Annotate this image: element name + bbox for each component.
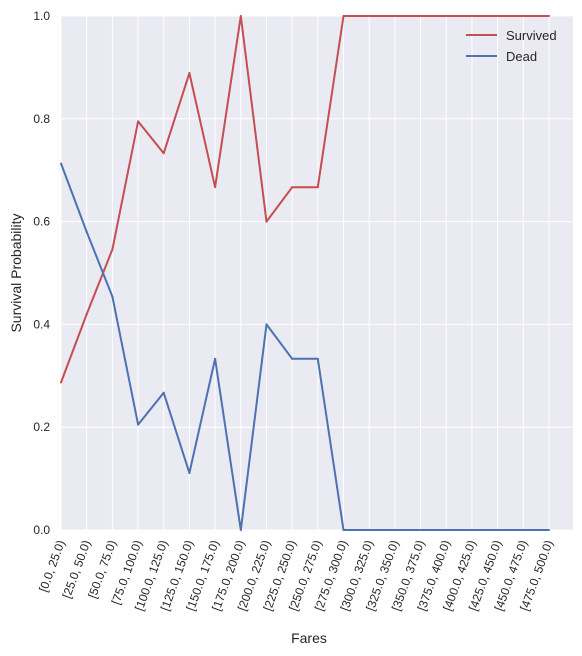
data-point-survived: [265, 220, 268, 223]
y-tick-label: 0.4: [33, 317, 50, 331]
x-tick-labels: [0.0, 25.0)[25.0, 50.0)[50.0, 75.0)[75.0…: [36, 538, 556, 612]
data-point-survived: [342, 15, 345, 17]
y-tick-label: 1.0: [33, 9, 50, 23]
y-tick-label: 0.6: [33, 215, 50, 229]
data-point-survived: [291, 186, 294, 189]
data-point-dead: [496, 529, 499, 531]
data-point-survived: [162, 152, 165, 155]
data-point-survived: [85, 313, 88, 316]
y-tick-label: 0.0: [33, 523, 50, 537]
y-axis-title: Survival Probability: [8, 213, 24, 332]
data-point-survived: [393, 15, 396, 17]
data-point-survived: [368, 15, 371, 17]
x-axis-title: Fares: [291, 630, 327, 646]
data-point-survived: [445, 15, 448, 17]
legend-label-dead: Dead: [506, 49, 537, 64]
data-point-dead: [419, 529, 422, 531]
data-point-dead: [85, 230, 88, 233]
data-point-survived: [548, 15, 550, 17]
data-point-dead: [291, 357, 294, 360]
data-point-dead: [188, 471, 191, 474]
data-point-survived: [137, 120, 140, 123]
data-point-dead: [470, 529, 473, 531]
data-point-dead: [342, 529, 345, 531]
data-point-survived: [214, 186, 217, 189]
data-point-dead: [239, 529, 242, 531]
data-point-survived: [239, 15, 242, 17]
data-point-survived: [522, 15, 525, 17]
data-point-dead: [368, 529, 371, 531]
series-line-dead: [60, 163, 549, 531]
data-point-dead: [162, 391, 165, 394]
data-point-survived: [496, 15, 499, 17]
data-point-dead: [548, 529, 550, 531]
data-point-survived: [316, 186, 319, 189]
data-point-survived: [419, 15, 422, 17]
legend-label-survived: Survived: [506, 28, 557, 43]
data-point-dead: [214, 357, 217, 360]
y-tick-label: 0.8: [33, 112, 50, 126]
data-point-dead: [60, 162, 62, 165]
series-lines: [60, 15, 550, 531]
data-point-dead: [393, 529, 396, 531]
legend: Survived Dead: [466, 28, 557, 64]
data-point-survived: [60, 381, 62, 384]
data-point-survived: [111, 248, 114, 251]
data-point-dead: [111, 295, 114, 298]
data-point-dead: [522, 529, 525, 531]
series-line-survived: [60, 15, 549, 383]
data-point-survived: [470, 15, 473, 17]
data-point-dead: [316, 357, 319, 360]
y-tick-label: 0.2: [33, 420, 50, 434]
data-point-dead: [137, 423, 140, 426]
data-point-survived: [188, 72, 191, 75]
data-point-dead: [445, 529, 448, 531]
plot-background: [61, 16, 573, 530]
y-tick-labels: 0.0 0.2 0.4 0.6 0.8 1.0: [33, 9, 50, 537]
data-point-dead: [265, 323, 268, 326]
